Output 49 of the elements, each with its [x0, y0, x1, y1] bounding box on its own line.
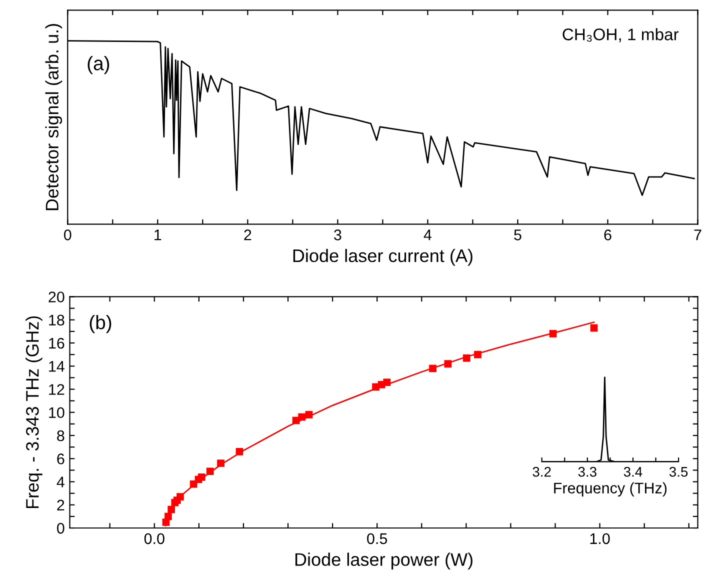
x-tick-label: 3 — [334, 230, 342, 240]
y-axis-title: Detector signal (arb. u.) — [45, 24, 62, 210]
y-tick-label: 14 — [49, 361, 64, 372]
point — [474, 350, 482, 358]
y-tick-label: 0 — [57, 522, 64, 534]
y-tick-label: 20 — [48, 292, 64, 302]
x-axis-title: Diode laser power (W) — [295, 552, 472, 570]
x-axis-title: Diode laser current (A) — [293, 248, 472, 266]
x-tick-label: 0.0 — [144, 533, 164, 544]
point — [298, 413, 306, 421]
y-tick-label: 16 — [49, 338, 64, 349]
point — [236, 448, 244, 456]
y-tick-label: 10 — [49, 407, 64, 418]
y-tick-label: 6 — [57, 453, 64, 464]
point — [444, 360, 452, 368]
point — [164, 512, 172, 520]
point — [206, 468, 214, 476]
y-axis-title: Freq. - 3.343 THz (GHz) — [26, 316, 42, 508]
point — [429, 364, 436, 372]
x-tick-label: 3.4 — [624, 466, 642, 477]
y-tick-label: 8 — [57, 430, 64, 442]
point — [462, 354, 470, 362]
x-axis-title: Frequency (THz) — [554, 482, 667, 497]
x-tick-label: 6 — [604, 230, 612, 240]
x-tick-label: 2 — [244, 230, 252, 240]
point — [217, 460, 224, 467]
x-tick-label: 7 — [694, 230, 702, 240]
y-tick-label: 18 — [49, 314, 64, 326]
x-tick-label: 3.2 — [532, 466, 551, 477]
point — [549, 330, 557, 338]
y-tick-label: 2 — [57, 500, 64, 510]
point — [590, 324, 598, 332]
point — [198, 473, 206, 481]
x-tick-label: 3.3 — [578, 466, 596, 477]
annotation: CH₃OH, 1 mbar — [562, 28, 679, 42]
y-tick-label: 12 — [49, 384, 64, 395]
x-tick-label: 1.0 — [590, 533, 610, 544]
x-tick-label: 4 — [424, 230, 432, 240]
annotation: (b) — [90, 315, 112, 334]
x-tick-label: 5 — [514, 230, 522, 240]
y-tick-label: 4 — [56, 476, 64, 488]
x-tick-label: 1 — [154, 230, 162, 240]
point — [176, 493, 184, 500]
point — [168, 506, 175, 514]
x-tick-label: 0.5 — [367, 533, 388, 544]
annotation: (a) — [88, 56, 110, 74]
point — [383, 378, 391, 386]
x-tick-label: 3.5 — [669, 466, 688, 477]
point — [305, 411, 313, 418]
